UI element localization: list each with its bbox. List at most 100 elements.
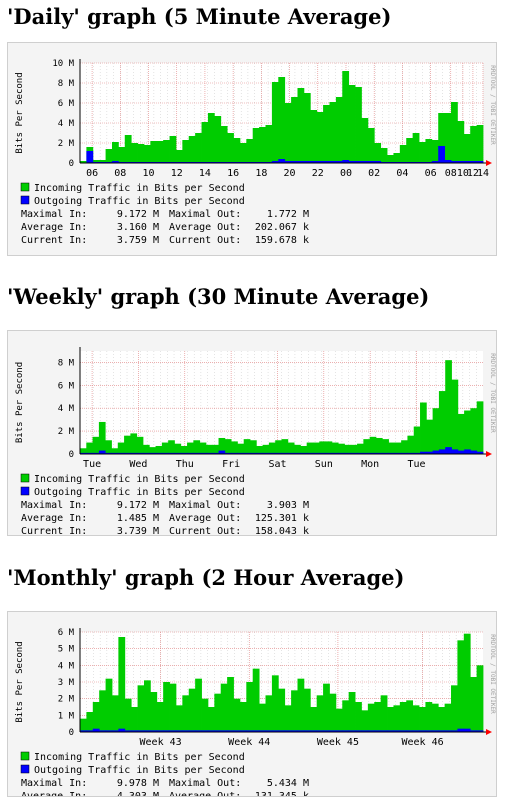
outgoing-traffic-bar bbox=[155, 452, 163, 454]
outgoing-traffic-bar bbox=[431, 730, 439, 732]
outgoing-traffic-bar bbox=[187, 452, 194, 454]
x-tick-label: 06 bbox=[425, 168, 437, 179]
incoming-traffic-bar bbox=[335, 708, 343, 732]
outgoing-traffic-bar bbox=[174, 452, 182, 454]
incoming-traffic-bar bbox=[169, 136, 177, 163]
outgoing-traffic-bar bbox=[344, 452, 352, 454]
outgoing-traffic-bar bbox=[136, 452, 144, 454]
x-axis-arrow bbox=[486, 729, 492, 735]
outgoing-traffic-bar bbox=[374, 161, 382, 163]
stat-value: 3.759 M bbox=[117, 235, 159, 246]
incoming-traffic-bar bbox=[278, 688, 286, 732]
outgoing-traffic-bar bbox=[111, 730, 119, 732]
outgoing-traffic-bar bbox=[163, 730, 170, 732]
outgoing-traffic-bar bbox=[259, 730, 266, 732]
outgoing-traffic-bar bbox=[92, 728, 100, 732]
incoming-traffic-bar bbox=[180, 445, 188, 454]
stat-value: 4.303 M bbox=[117, 791, 159, 797]
incoming-traffic-bar bbox=[306, 442, 314, 454]
incoming-traffic-bar bbox=[310, 707, 318, 732]
incoming-traffic-bar bbox=[451, 379, 459, 454]
outgoing-traffic-bar bbox=[319, 452, 326, 454]
outgoing-traffic-bar bbox=[470, 161, 478, 163]
incoming-traffic-bar bbox=[476, 665, 484, 732]
outgoing-traffic-bar bbox=[323, 161, 330, 163]
incoming-traffic-bar bbox=[233, 698, 241, 732]
outgoing-traffic-bar bbox=[180, 452, 188, 454]
outgoing-traffic-bar bbox=[463, 161, 471, 163]
incoming-traffic-bar bbox=[297, 88, 305, 163]
incoming-traffic-bar bbox=[193, 440, 201, 454]
incoming-traffic-bar bbox=[143, 145, 151, 163]
outgoing-traffic-bar bbox=[99, 730, 106, 732]
incoming-traffic-bar bbox=[470, 408, 478, 454]
incoming-traffic-bar bbox=[130, 433, 138, 454]
incoming-traffic-bar bbox=[387, 155, 394, 163]
rrdtool-watermark: RRDTOOL / TOBI OETIKER bbox=[489, 634, 496, 714]
stat-label: Maximal Out: bbox=[169, 778, 241, 789]
incoming-traffic-bar bbox=[220, 683, 228, 732]
incoming-traffic-bar bbox=[224, 439, 232, 454]
stat-label: Maximal Out: bbox=[169, 209, 241, 220]
x-tick-label: Thu bbox=[176, 459, 194, 470]
outgoing-traffic-bar bbox=[199, 452, 207, 454]
incoming-traffic-bar bbox=[342, 71, 350, 163]
x-tick-label: Week 46 bbox=[401, 737, 443, 748]
x-tick-label: 08 bbox=[114, 168, 126, 179]
incoming-traffic-bar bbox=[252, 668, 260, 732]
x-tick-label: 16 bbox=[227, 168, 239, 179]
x-tick-label: 08 bbox=[445, 168, 457, 179]
incoming-traffic-bar bbox=[387, 707, 394, 732]
incoming-traffic-bar bbox=[262, 444, 270, 454]
outgoing-traffic-bar bbox=[205, 452, 213, 454]
outgoing-traffic-bar bbox=[375, 452, 383, 454]
stat-label: Current Out: bbox=[169, 235, 241, 246]
outgoing-traffic-bar bbox=[130, 452, 138, 454]
outgoing-traffic-bar bbox=[355, 161, 362, 163]
outgoing-traffic-bar bbox=[150, 730, 158, 732]
legend-incoming-label: Incoming Traffic in Bits per Second bbox=[34, 183, 245, 194]
outgoing-traffic-bar bbox=[92, 452, 100, 454]
stat-label: Maximal In: bbox=[21, 500, 87, 511]
incoming-traffic-bar bbox=[361, 710, 369, 732]
outgoing-traffic-bar bbox=[195, 730, 202, 732]
x-tick-label: 12 bbox=[467, 168, 479, 179]
y-tick-label: 6 M bbox=[58, 99, 75, 109]
incoming-traffic-bar bbox=[407, 435, 415, 454]
stat-label: Average Out: bbox=[169, 513, 241, 524]
outgoing-traffic-bar bbox=[243, 452, 251, 454]
outgoing-traffic-bar bbox=[451, 161, 458, 163]
incoming-traffic-bar bbox=[98, 421, 106, 454]
outgoing-traffic-bar bbox=[303, 730, 311, 732]
incoming-traffic-bar bbox=[239, 143, 247, 163]
outgoing-traffic-bar bbox=[355, 730, 362, 732]
legend-incoming-label: Incoming Traffic in Bits per Second bbox=[34, 752, 245, 763]
incoming-traffic-bar bbox=[363, 439, 371, 454]
incoming-traffic-bar bbox=[131, 143, 138, 163]
incoming-traffic-bar bbox=[445, 360, 452, 454]
incoming-traffic-bar bbox=[246, 682, 254, 732]
incoming-traffic-bar bbox=[394, 442, 402, 454]
incoming-traffic-bar bbox=[143, 680, 151, 732]
incoming-traffic-bar bbox=[457, 413, 465, 454]
outgoing-traffic-bar bbox=[348, 730, 356, 732]
outgoing-traffic-bar bbox=[323, 730, 330, 732]
outgoing-traffic-bar bbox=[420, 451, 427, 454]
incoming-traffic-bar bbox=[99, 160, 106, 163]
outgoing-traffic-bar bbox=[156, 730, 164, 732]
incoming-traffic-bar bbox=[399, 702, 407, 732]
outgoing-traffic-bar bbox=[233, 730, 241, 732]
outgoing-traffic-bar bbox=[426, 451, 434, 454]
outgoing-traffic-bar bbox=[432, 450, 440, 454]
incoming-traffic-bar bbox=[195, 678, 202, 732]
incoming-traffic-bar bbox=[205, 444, 213, 454]
incoming-traffic-bar bbox=[80, 718, 87, 732]
outgoing-traffic-bar bbox=[143, 730, 151, 732]
incoming-traffic-bar bbox=[367, 703, 375, 732]
incoming-traffic-bar bbox=[432, 408, 440, 454]
incoming-traffic-bar bbox=[380, 148, 388, 163]
y-tick-label: 2 M bbox=[58, 139, 75, 149]
incoming-traffic-bar bbox=[284, 705, 292, 732]
stat-value: 3.160 M bbox=[117, 222, 159, 233]
incoming-traffic-bar bbox=[169, 683, 177, 732]
